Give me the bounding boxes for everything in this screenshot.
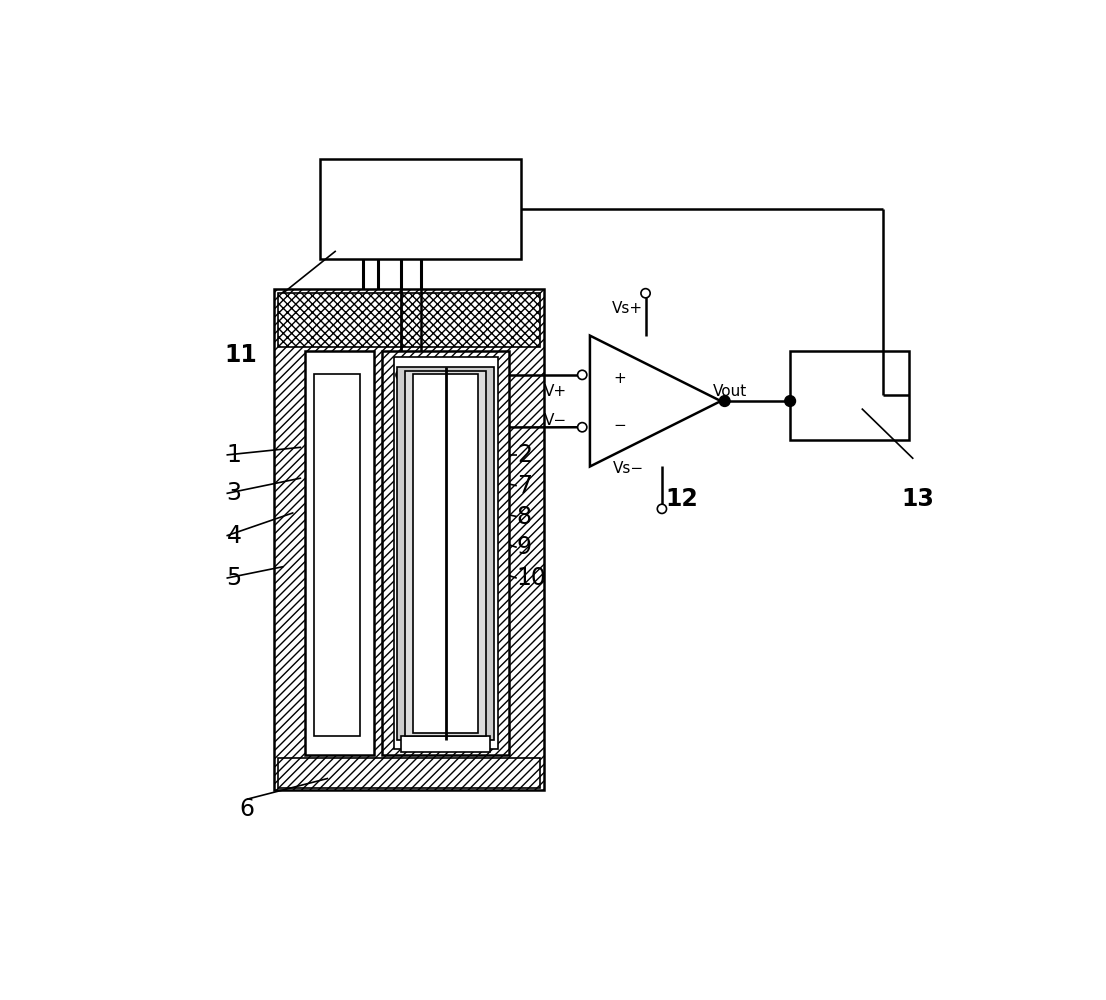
Circle shape (657, 504, 667, 513)
Circle shape (785, 396, 795, 406)
Circle shape (719, 396, 730, 406)
Text: V+: V+ (544, 384, 567, 399)
Text: Vout: Vout (713, 384, 748, 399)
Text: 10: 10 (517, 566, 546, 590)
Text: 4: 4 (227, 524, 241, 548)
Bar (401, 736, 490, 752)
Text: 8: 8 (517, 505, 532, 529)
Text: 2: 2 (517, 443, 532, 467)
Bar (394, 357, 498, 749)
Text: 7: 7 (517, 474, 532, 498)
Text: −: − (613, 418, 626, 433)
Circle shape (577, 423, 587, 432)
Text: 1: 1 (227, 443, 241, 467)
Bar (278, 293, 540, 347)
Bar (405, 371, 486, 736)
Text: Vs+: Vs+ (612, 301, 643, 316)
Text: 3: 3 (227, 481, 241, 505)
Bar (321, 158, 521, 259)
Text: 9: 9 (517, 535, 532, 559)
Polygon shape (589, 336, 721, 466)
Bar (305, 351, 374, 755)
Bar (382, 351, 509, 755)
Bar (790, 351, 909, 440)
Bar (314, 374, 361, 736)
Circle shape (641, 289, 650, 298)
Text: V−: V− (544, 413, 567, 428)
Text: 5: 5 (227, 566, 242, 590)
Text: 13: 13 (901, 487, 935, 511)
Text: 11: 11 (225, 343, 257, 367)
Bar (274, 289, 544, 790)
Bar (278, 758, 540, 788)
Bar (397, 367, 493, 740)
Bar (425, 414, 459, 441)
Circle shape (396, 369, 407, 380)
Circle shape (577, 370, 587, 379)
Text: +: + (613, 371, 626, 386)
Bar (413, 374, 478, 733)
Text: Vs−: Vs− (613, 461, 644, 476)
Text: 6: 6 (240, 797, 254, 821)
Text: 12: 12 (666, 487, 698, 511)
